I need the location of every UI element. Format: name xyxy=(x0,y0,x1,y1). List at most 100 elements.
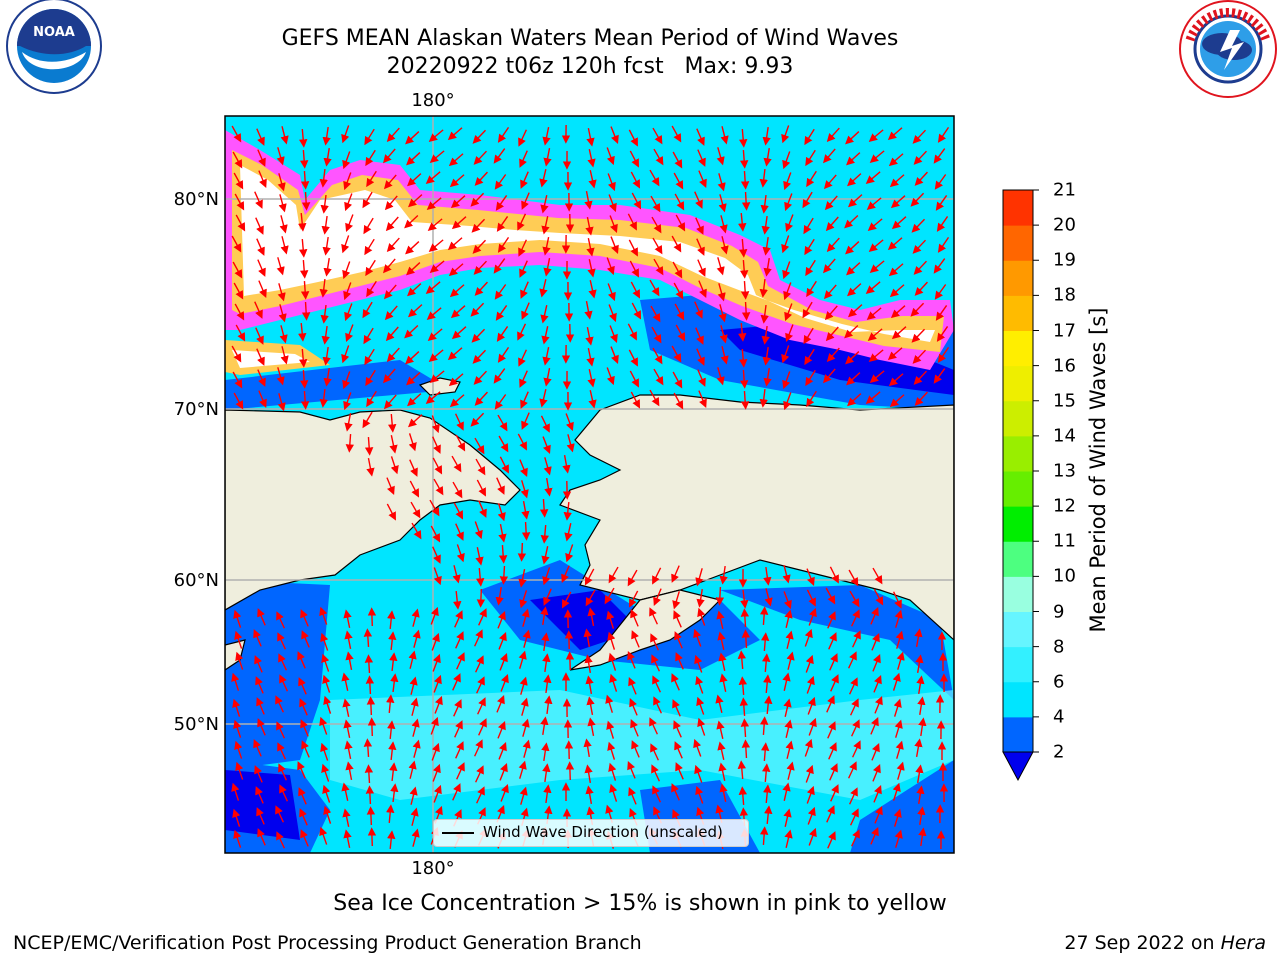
colorbar-segment xyxy=(1003,506,1033,542)
wind-wave-arrow xyxy=(257,259,266,277)
wind-wave-arrow xyxy=(299,348,308,368)
wind-wave-arrow xyxy=(826,695,835,713)
wind-wave-arrow xyxy=(739,238,748,258)
wind-wave-arrow xyxy=(496,216,509,232)
wind-wave-arrow xyxy=(367,827,377,847)
wind-wave-arrow xyxy=(472,129,487,144)
wind-wave-arrow xyxy=(865,281,881,294)
wind-wave-arrow xyxy=(341,235,350,254)
wind-wave-arrow xyxy=(872,567,883,585)
wind-wave-arrow xyxy=(739,259,749,279)
wind-wave-arrow xyxy=(455,523,464,541)
wind-wave-arrow xyxy=(830,674,839,692)
wind-wave-arrow xyxy=(651,326,662,344)
wind-wave-arrow xyxy=(673,610,682,628)
map-panel xyxy=(225,116,954,853)
wind-wave-arrow xyxy=(607,283,616,302)
wind-wave-arrow xyxy=(698,170,707,188)
wind-wave-arrow xyxy=(761,215,770,235)
wind-wave-arrow xyxy=(720,126,729,145)
wind-wave-arrow xyxy=(498,435,509,453)
wind-wave-arrow xyxy=(404,215,419,229)
wind-wave-arrow xyxy=(522,739,531,758)
wind-wave-arrow xyxy=(233,392,244,410)
wind-wave-arrow xyxy=(257,149,266,167)
colorbar-tick-label: 11 xyxy=(1053,530,1076,552)
wind-wave-arrow xyxy=(894,719,903,738)
wind-wave-arrow xyxy=(411,522,422,540)
wind-wave-arrow xyxy=(429,150,445,163)
wind-wave-arrow xyxy=(716,257,725,276)
wind-wave-arrow xyxy=(321,325,330,345)
wind-wave-arrow xyxy=(587,259,596,278)
wind-wave-arrow xyxy=(627,651,636,669)
wind-wave-arrow xyxy=(301,301,311,321)
chart-title: GEFS MEAN Alaskan Waters Mean Period of … xyxy=(281,26,899,51)
wind-wave-arrow xyxy=(474,521,483,540)
wind-wave-arrow xyxy=(826,347,840,363)
wind-wave-arrow xyxy=(565,544,574,563)
wind-wave-arrow xyxy=(341,672,350,691)
wind-wave-arrow xyxy=(804,628,813,647)
wind-wave-arrow xyxy=(606,610,615,629)
wind-wave-arrow xyxy=(627,761,636,779)
wind-wave-arrow xyxy=(362,301,373,319)
wind-wave-arrow xyxy=(519,590,528,609)
wind-wave-arrow xyxy=(631,630,640,648)
wind-wave-arrow xyxy=(235,761,244,780)
wind-wave-arrow xyxy=(673,172,684,190)
wind-wave-arrow xyxy=(844,215,859,229)
wind-wave-arrow xyxy=(653,258,664,276)
wind-wave-arrow xyxy=(562,455,571,474)
wind-wave-arrow xyxy=(827,611,836,629)
wind-wave-arrow xyxy=(808,827,817,846)
wind-wave-arrow xyxy=(474,391,488,406)
wind-wave-arrow xyxy=(517,542,527,562)
wind-wave-arrow xyxy=(434,695,443,714)
wind-wave-arrow xyxy=(543,457,552,476)
wind-wave-arrow xyxy=(342,371,351,390)
wind-wave-arrow xyxy=(826,127,840,143)
wind-wave-arrow xyxy=(323,367,332,387)
wind-wave-arrow xyxy=(473,370,487,385)
wind-wave-arrow xyxy=(827,831,836,849)
wind-wave-arrow xyxy=(716,367,725,386)
wind-wave-arrow xyxy=(586,128,595,147)
wind-wave-arrow xyxy=(937,346,950,363)
wind-wave-arrow xyxy=(275,695,285,713)
wind-wave-arrow xyxy=(363,628,373,648)
wind-wave-arrow xyxy=(405,351,420,365)
wind-wave-arrow xyxy=(697,717,706,736)
wind-wave-arrow xyxy=(388,413,397,433)
wind-wave-arrow xyxy=(740,390,750,410)
wind-wave-arrow xyxy=(383,174,397,190)
colorbar-tick-label: 6 xyxy=(1053,671,1065,693)
wind-wave-arrow xyxy=(630,281,640,299)
wind-wave-arrow xyxy=(341,125,350,144)
wind-wave-arrow xyxy=(630,391,640,409)
wind-wave-arrow xyxy=(389,435,398,454)
wind-wave-arrow xyxy=(782,371,791,390)
wind-wave-arrow xyxy=(494,284,507,300)
wind-wave-arrow xyxy=(741,629,751,649)
wind-wave-arrow xyxy=(606,257,615,276)
wind-wave-arrow xyxy=(449,394,465,408)
wind-wave-arrow xyxy=(297,761,306,779)
wind-wave-arrow xyxy=(873,674,882,693)
wind-wave-arrow xyxy=(518,569,527,588)
wind-wave-arrow xyxy=(671,125,682,143)
wind-wave-arrow xyxy=(478,718,487,736)
wind-wave-arrow xyxy=(431,742,440,761)
wind-wave-arrow xyxy=(408,650,417,669)
wind-wave-arrow xyxy=(653,368,664,386)
footer-date: 27 Sep 2022 on Hera xyxy=(1064,932,1266,954)
wind-wave-arrow xyxy=(933,148,946,164)
wind-wave-arrow xyxy=(806,390,817,408)
wind-wave-arrow xyxy=(849,808,859,826)
wind-wave-arrow xyxy=(849,698,859,716)
wind-wave-arrow xyxy=(301,740,310,758)
wind-wave-arrow xyxy=(258,280,267,298)
wind-wave-arrow xyxy=(585,327,594,346)
wind-wave-arrow xyxy=(585,785,594,805)
wind-wave-arrow xyxy=(365,259,376,277)
